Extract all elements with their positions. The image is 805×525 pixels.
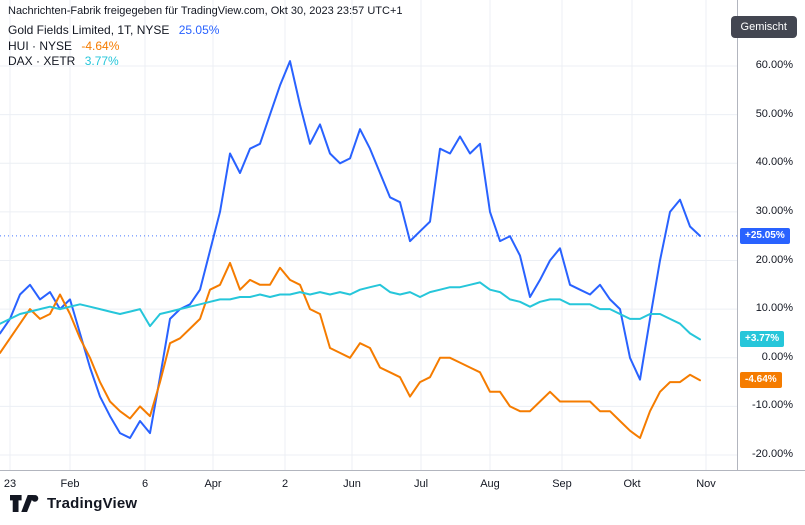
price-axis-label: 30.00% — [755, 204, 793, 217]
price-axis[interactable]: 60.00% 50.00% 40.00% 30.00% 20.00% 10.00% 0.00… — [738, 0, 805, 470]
price-axis-label: 40.00% — [755, 156, 793, 169]
time-axis-label: Jun — [343, 478, 361, 490]
legend-label: Gold Fields Limited, 1T, NYSE — [8, 23, 170, 37]
price-axis-label: 10.00% — [755, 302, 793, 315]
legend-value: 25.05% — [178, 23, 220, 37]
attribution-text: Nachrichten-Fabrik freigegeben für Tradi… — [8, 5, 403, 17]
price-axis-label: 20.00% — [755, 253, 793, 266]
time-axis-label: Feb — [60, 478, 80, 490]
time-axis-label: Jul — [413, 478, 429, 490]
tradingview-logo[interactable]: TradingView — [10, 494, 137, 513]
legend-item-dax[interactable]: DAX · XETR 3.77% — [8, 54, 219, 70]
price-axis-label: -10.00% — [752, 399, 793, 412]
time-axis[interactable]: 23 Feb 6 Apr 2 Jun Jul Aug Sep Okt Nov — [0, 471, 737, 497]
legend-label: HUI · NYSE — [8, 38, 73, 53]
price-axis-label: 0.00% — [761, 350, 793, 363]
legend-value: 3.77% — [84, 54, 119, 68]
legend-label: DAX · XETR — [8, 54, 76, 68]
price-label-badge: +3.77% — [740, 331, 785, 348]
scale-mode-button[interactable]: Gemischt — [730, 16, 797, 38]
legend-item-hui[interactable]: HUI · NYSE -4.64% — [8, 39, 219, 55]
tradingview-wordmark: TradingView — [47, 495, 138, 512]
legend-value: -4.64% — [81, 38, 120, 53]
tradingview-mark-icon — [10, 494, 39, 513]
time-axis-label: Nov — [696, 478, 716, 490]
time-axis-label: Sep — [552, 478, 572, 490]
price-label-badge: -4.64% — [740, 372, 782, 389]
price-axis-label: -20.00% — [752, 448, 793, 460]
time-axis-label: 2 — [281, 478, 289, 490]
series-line — [0, 60, 701, 439]
chart-pane[interactable] — [0, 0, 737, 470]
legend: Gold Fields Limited, 1T, NYSE 25.05% HUI… — [8, 23, 219, 70]
time-axis-label: Aug — [480, 478, 500, 490]
time-axis-label: Okt — [623, 478, 641, 490]
time-axis-separator — [0, 470, 805, 471]
time-axis-label: 6 — [141, 478, 149, 490]
time-axis-label: 23 — [3, 478, 17, 490]
price-label-badge: +25.05% — [740, 227, 790, 244]
time-axis-label: Apr — [204, 478, 222, 490]
price-axis-label: 60.00% — [755, 59, 793, 71]
price-axis-label: 50.00% — [755, 107, 793, 120]
series-line — [0, 281, 701, 341]
price-axis-separator — [737, 0, 738, 471]
chart-plot — [0, 0, 737, 470]
legend-item-gold-fields[interactable]: Gold Fields Limited, 1T, NYSE 25.05% — [8, 23, 219, 39]
series-line — [0, 261, 701, 439]
